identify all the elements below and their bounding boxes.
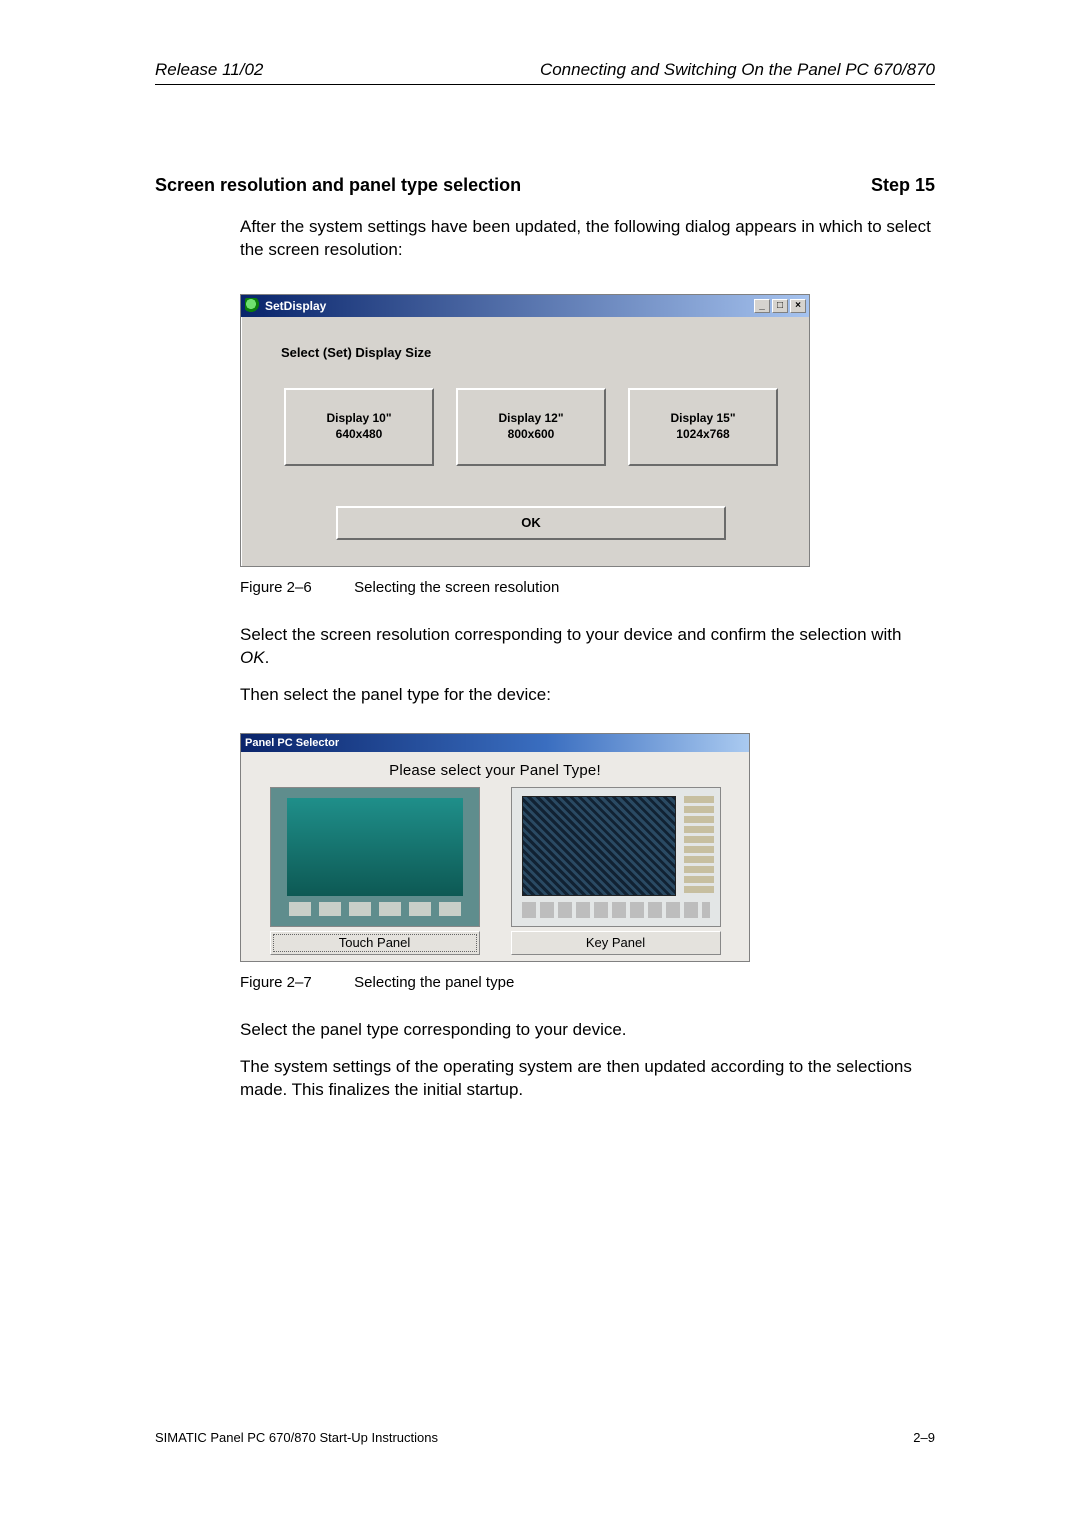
- figure-2-7-text: Selecting the panel type: [354, 974, 514, 991]
- select-panel-type-paragraph: Select the panel type corresponding to y…: [240, 1019, 935, 1042]
- setdisplay-title: SetDisplay: [265, 299, 754, 313]
- panel-selector-title: Panel PC Selector: [241, 734, 749, 752]
- display-10-line2: 640x480: [286, 427, 432, 443]
- section-step: Step 15: [871, 175, 935, 196]
- ok-button[interactable]: OK: [336, 506, 726, 540]
- close-button[interactable]: ×: [790, 299, 806, 313]
- panel-selector-dialog: Panel PC Selector Please select your Pan…: [240, 733, 750, 962]
- figure-2-6-text: Selecting the screen resolution: [354, 579, 559, 596]
- display-12-line1: Display 12": [458, 411, 604, 427]
- footer-left: SIMATIC Panel PC 670/870 Start-Up Instru…: [155, 1430, 438, 1445]
- select-size-label: Select (Set) Display Size: [281, 345, 781, 360]
- finalize-paragraph: The system settings of the operating sys…: [240, 1056, 935, 1102]
- select-panel-paragraph: Then select the panel type for the devic…: [240, 684, 935, 707]
- minimize-button[interactable]: _: [754, 299, 770, 313]
- maximize-button[interactable]: □: [772, 299, 788, 313]
- key-panel-button[interactable]: Key Panel: [511, 931, 721, 955]
- figure-2-7-label: Figure 2–7: [240, 974, 350, 991]
- setdisplay-dialog: SetDisplay _ □ × Select (Set) Display Si…: [240, 294, 810, 567]
- setdisplay-titlebar: SetDisplay _ □ ×: [241, 295, 809, 317]
- display-10-button[interactable]: Display 10" 640x480: [284, 388, 434, 466]
- display-12-button[interactable]: Display 12" 800x600: [456, 388, 606, 466]
- figure-2-6-caption: Figure 2–6 Selecting the screen resoluti…: [240, 579, 935, 596]
- figure-2-7-caption: Figure 2–7 Selecting the panel type: [240, 974, 935, 991]
- intro-paragraph: After the system settings have been upda…: [240, 216, 935, 262]
- setdisplay-icon: [245, 298, 261, 314]
- display-15-line1: Display 15": [630, 411, 776, 427]
- section-title: Screen resolution and panel type selecti…: [155, 175, 521, 196]
- header-left: Release 11/02: [155, 60, 263, 80]
- display-15-button[interactable]: Display 15" 1024x768: [628, 388, 778, 466]
- p2c: .: [265, 648, 270, 667]
- p2b: OK: [240, 648, 265, 667]
- header-right: Connecting and Switching On the Panel PC…: [540, 60, 935, 80]
- select-resolution-paragraph: Select the screen resolution correspondi…: [240, 624, 935, 670]
- display-15-line2: 1024x768: [630, 427, 776, 443]
- footer-page: 2–9: [913, 1430, 935, 1445]
- touch-panel-image: [270, 787, 480, 927]
- display-10-line1: Display 10": [286, 411, 432, 427]
- key-panel-image: [511, 787, 721, 927]
- p2a: Select the screen resolution correspondi…: [240, 625, 901, 644]
- figure-2-6-label: Figure 2–6: [240, 579, 350, 596]
- panel-selector-headline: Please select your Panel Type!: [241, 752, 749, 787]
- display-12-line2: 800x600: [458, 427, 604, 443]
- touch-panel-button[interactable]: Touch Panel: [270, 931, 480, 955]
